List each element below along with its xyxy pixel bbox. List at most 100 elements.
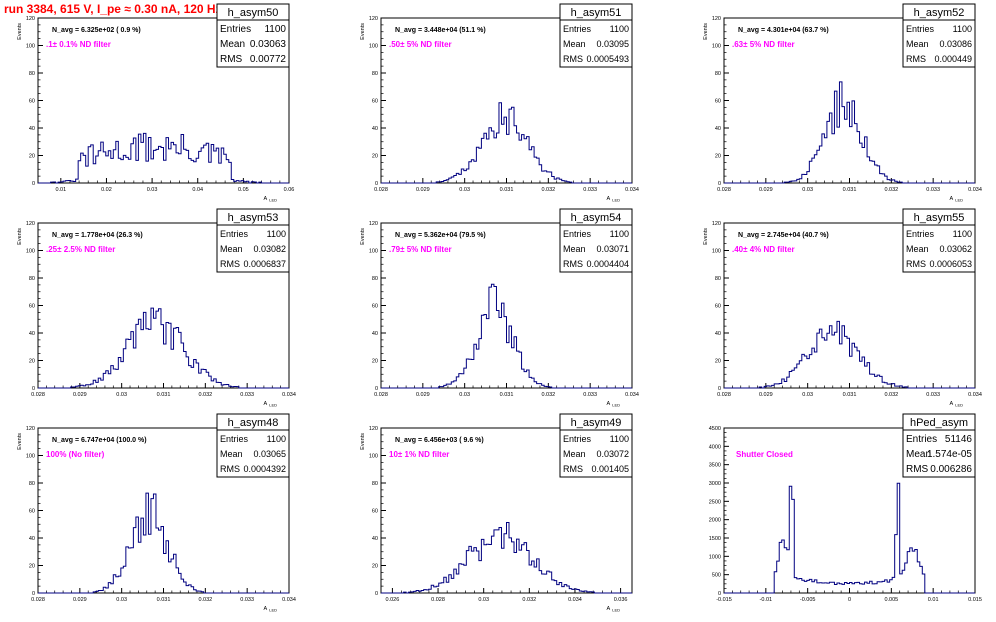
stats-value: 1100	[610, 434, 629, 444]
x-axis-label: A LED	[950, 196, 964, 203]
stats-value: 0.0004404	[586, 259, 629, 269]
stats-label: Mean	[220, 39, 245, 50]
stats-label: Mean	[563, 39, 586, 49]
y-axis-label: Events	[17, 228, 23, 245]
navg-annotation: N_avg = 2.745e+04 (40.7 %)	[738, 232, 829, 239]
y-tick-label: 20	[372, 564, 378, 570]
y-tick-label: 40	[372, 331, 378, 337]
stats-label: RMS	[906, 259, 926, 269]
y-tick-label: 100	[369, 249, 378, 255]
x-tick-label: 0.032	[884, 392, 898, 398]
stats-value: 0.03062	[939, 244, 972, 254]
x-tick-label: 0.005	[884, 597, 898, 603]
y-tick-label: 20	[715, 359, 721, 365]
y-tick-label: 80	[715, 71, 721, 77]
stats-label: Entries	[906, 229, 935, 239]
x-tick-label: 0.028	[717, 187, 731, 193]
histogram-series	[724, 482, 975, 594]
y-tick-label: 100	[26, 44, 35, 50]
histogram-panel-h_asym51: 0 20 40 60 80 100 120 0.028 0.029 0.03 0.031 0.032 0…	[360, 3, 639, 203]
y-tick-label: 40	[715, 126, 721, 132]
y-tick-label: 40	[29, 536, 35, 542]
y-tick-label: 0	[718, 591, 721, 597]
filter-annotation: .63± 5% ND filter	[732, 40, 795, 49]
stats-box: h_asym49 Entries 1100 Mean 0.03072 RMS 0.00140…	[559, 413, 633, 478]
y-tick-label: 120	[712, 221, 721, 227]
histogram-name: hPed_asym	[910, 417, 968, 429]
histogram-name: h_asym54	[571, 212, 622, 224]
histogram-series	[381, 283, 632, 389]
y-tick-label: 100	[712, 44, 721, 50]
stats-value: 1100	[267, 229, 286, 239]
y-tick-label: 60	[29, 509, 35, 515]
y-tick-label: 80	[372, 481, 378, 487]
x-tick-label: 0.034	[968, 392, 982, 398]
y-tick-label: 500	[712, 573, 721, 579]
stats-value: 0.0006053	[929, 259, 972, 269]
x-tick-label: 0.028	[431, 597, 445, 603]
x-tick-label: -0.015	[716, 597, 732, 603]
y-axis-label: Events	[17, 433, 23, 450]
x-tick-label: 0.04	[192, 187, 203, 193]
y-axis-label: Events	[360, 433, 366, 450]
y-tick-label: 80	[715, 276, 721, 282]
x-tick-label: 0.01	[55, 187, 66, 193]
x-tick-label: 0.032	[884, 187, 898, 193]
y-tick-label: 40	[715, 331, 721, 337]
stats-box: h_asym54 Entries 1100 Mean 0.03071 RMS 0.00044…	[559, 208, 633, 273]
y-axis-label: Events	[360, 23, 366, 40]
x-tick-label: 0.032	[541, 187, 555, 193]
x-tick-label: 0.03	[116, 392, 127, 398]
stats-value: 51146	[945, 434, 973, 445]
y-tick-label: 60	[715, 304, 721, 310]
y-tick-label: 0	[718, 386, 721, 392]
x-tick-label: 0.032	[522, 597, 536, 603]
x-tick-label: 0.032	[198, 597, 212, 603]
x-tick-label: 0.05	[238, 187, 249, 193]
y-tick-label: 20	[29, 564, 35, 570]
y-axis-label: Events	[703, 228, 709, 245]
y-tick-label: 100	[712, 249, 721, 255]
histogram-series	[38, 307, 289, 389]
y-axis-label: Events	[703, 23, 709, 40]
histogram-panel-h_asym50: 0 20 40 60 80 100 120 0.01 0.02 0.03 0.04 0.05 0.06 E…	[17, 3, 294, 203]
stats-value: 1100	[953, 24, 972, 34]
x-tick-label: 0.034	[282, 392, 296, 398]
x-tick-label: 0.03	[478, 597, 489, 603]
y-axis-label: Events	[17, 23, 23, 40]
x-tick-label: 0.034	[968, 187, 982, 193]
y-tick-label: 80	[372, 71, 378, 77]
y-tick-label: 100	[26, 249, 35, 255]
y-tick-label: 0	[32, 591, 35, 597]
filter-annotation: .40± 4% ND filter	[732, 245, 795, 254]
x-tick-label: 0.03	[459, 187, 470, 193]
y-tick-label: 20	[29, 154, 35, 160]
histogram-series	[381, 102, 632, 184]
y-tick-label: 80	[372, 276, 378, 282]
filter-annotation: 100% (No filter)	[46, 450, 105, 459]
x-tick-label: 0.031	[157, 392, 171, 398]
stats-value: 0.0006837	[243, 259, 286, 269]
x-axis-label: A LED	[607, 401, 621, 408]
stats-value: 0.00772	[250, 54, 287, 65]
stats-label: Mean	[220, 244, 243, 254]
x-tick-label: 0.029	[759, 187, 773, 193]
stats-label: Mean	[563, 449, 586, 459]
x-tick-label: 0.036	[614, 597, 628, 603]
histogram-name: h_asym55	[914, 212, 965, 224]
stats-box: h_asym53 Entries 1100 Mean 0.03082 RMS 0.00068…	[216, 208, 290, 273]
histogram-name: h_asym50	[228, 7, 279, 19]
y-tick-label: 40	[29, 126, 35, 132]
stats-value: 0.03071	[596, 244, 629, 254]
y-tick-label: 20	[372, 359, 378, 365]
stats-label: Mean	[220, 449, 243, 459]
navg-annotation: N_avg = 6.456e+03 ( 9.6 %)	[395, 437, 484, 444]
stats-label: RMS	[563, 54, 583, 64]
y-tick-label: 60	[372, 304, 378, 310]
x-axis-label: A LED	[607, 606, 621, 613]
y-tick-label: 2000	[709, 518, 721, 524]
y-tick-label: 60	[372, 99, 378, 105]
stats-value: 0.006286	[930, 464, 972, 475]
x-tick-label: 0.029	[759, 392, 773, 398]
